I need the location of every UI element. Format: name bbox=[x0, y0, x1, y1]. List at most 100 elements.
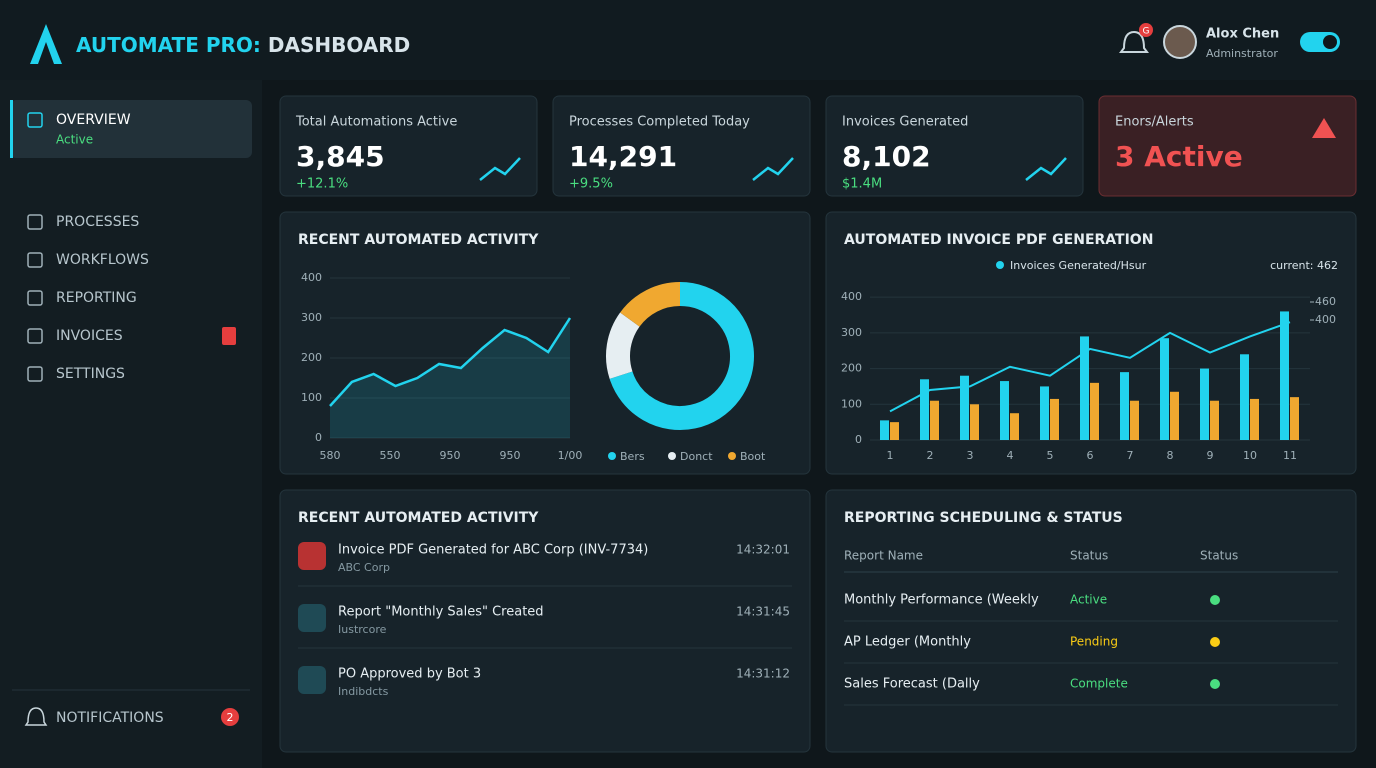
header-bar bbox=[0, 0, 1376, 80]
panel-title: AUTOMATED INVOICE PDF GENERATION bbox=[844, 232, 1153, 248]
bell-badge bbox=[1139, 23, 1153, 37]
x-tick-label: 11 bbox=[1283, 449, 1297, 462]
donut-segment bbox=[620, 282, 681, 328]
y-tick-label: 0 bbox=[315, 431, 322, 444]
panel-title: REPORTING SCHEDULING & STATUS bbox=[844, 510, 1123, 526]
report-name[interactable]: AP Ledger (Monthly bbox=[844, 635, 971, 650]
sidebar bbox=[0, 80, 262, 768]
x-tick-label: 9 bbox=[1207, 449, 1214, 462]
panel-title: RECENT AUTOMATED ACTIVITY bbox=[298, 510, 539, 526]
line bbox=[329, 317, 572, 407]
kpi-change: +9.5% bbox=[569, 177, 613, 192]
y-tick-label: 0 bbox=[855, 433, 862, 446]
legend-dot bbox=[996, 261, 1004, 269]
y-tick-label: 300 bbox=[301, 311, 322, 324]
y-tick-label: 400 bbox=[301, 271, 322, 284]
activity-icon bbox=[298, 604, 326, 632]
kpi-icon bbox=[1025, 157, 1067, 181]
status-dot bbox=[1210, 679, 1220, 689]
active-indicator bbox=[10, 100, 13, 158]
user-role: Adminstrator bbox=[1206, 47, 1278, 60]
bar bbox=[920, 379, 929, 440]
bar bbox=[1130, 400, 1139, 440]
bar bbox=[880, 420, 889, 440]
bar bbox=[1280, 311, 1289, 440]
activity-icon bbox=[298, 666, 326, 694]
bar bbox=[1250, 398, 1259, 440]
activity-sub: Indibdcts bbox=[338, 685, 389, 698]
kpi-label: Enors/Alerts bbox=[1115, 115, 1194, 130]
report-status: Pending bbox=[1070, 635, 1118, 649]
table-header: Status bbox=[1200, 549, 1238, 563]
activity-time: 14:32:01 bbox=[736, 543, 790, 557]
activity-sub: ABC Corp bbox=[338, 561, 390, 574]
y-tick-label: 100 bbox=[301, 391, 322, 404]
status-dot bbox=[1210, 637, 1220, 647]
kpi-icon bbox=[479, 157, 521, 181]
y2-tick-label: 460 bbox=[1315, 295, 1336, 308]
bar bbox=[1010, 413, 1019, 440]
legend-label: Boot bbox=[740, 450, 766, 463]
bar bbox=[1050, 398, 1059, 440]
x-tick-label: 1/00 bbox=[558, 449, 583, 462]
nav-label: SETTINGS bbox=[56, 366, 125, 382]
activity-title[interactable]: Invoice PDF Generated for ABC Corp (INV-… bbox=[338, 543, 648, 558]
avatar[interactable] bbox=[1163, 25, 1197, 59]
report-status: Complete bbox=[1070, 677, 1128, 691]
kpi-value: 14,291 bbox=[569, 140, 677, 173]
y-tick-label: 400 bbox=[841, 290, 862, 303]
alert-card bbox=[1098, 95, 1357, 197]
report-status: Active bbox=[1070, 593, 1107, 607]
line bbox=[889, 321, 1291, 413]
nav-sub: Active bbox=[56, 133, 93, 147]
nav-label[interactable]: NOTIFICATIONS bbox=[56, 710, 164, 726]
invoice-chart-panel bbox=[825, 211, 1357, 475]
bell-icon[interactable] bbox=[1119, 30, 1149, 53]
nav-label: OVERVIEW bbox=[56, 112, 131, 128]
nav-label: INVOICES bbox=[56, 328, 123, 344]
kpi-card bbox=[279, 95, 538, 197]
bar bbox=[1240, 354, 1249, 440]
report-name[interactable]: Sales Forecast (Dally bbox=[844, 677, 980, 692]
y-tick-label: 200 bbox=[841, 362, 862, 375]
notification-badge bbox=[221, 708, 239, 726]
bell-badge-text: G bbox=[1143, 27, 1150, 37]
bar bbox=[1160, 338, 1169, 440]
activity-title[interactable]: PO Approved by Bot 3 bbox=[338, 667, 481, 682]
nav-icon bbox=[27, 214, 43, 230]
y2-tick-label: 400 bbox=[1315, 313, 1336, 326]
kpi-value: 8,102 bbox=[842, 140, 931, 173]
bar bbox=[1120, 372, 1129, 440]
activity-list-panel bbox=[279, 489, 811, 753]
donut-segment bbox=[609, 282, 754, 430]
nav-item[interactable] bbox=[12, 102, 250, 158]
bar bbox=[1000, 381, 1009, 440]
table-header: Status bbox=[1070, 549, 1108, 563]
x-tick-label: 5 bbox=[1047, 449, 1054, 462]
activity-icon bbox=[298, 542, 326, 570]
current-label: current: 462 bbox=[1270, 259, 1338, 272]
bar bbox=[1040, 386, 1049, 440]
toggle-knob bbox=[1323, 35, 1337, 49]
pdf-icon bbox=[222, 327, 236, 345]
legend-dot bbox=[608, 452, 616, 460]
nav-item[interactable] bbox=[12, 356, 250, 392]
y-tick-label: 300 bbox=[841, 326, 862, 339]
activity-sub: Iustrcore bbox=[338, 623, 387, 636]
x-tick-label: 2 bbox=[927, 449, 934, 462]
report-name[interactable]: Monthly Performance (Weekly bbox=[844, 593, 1039, 608]
bar bbox=[1290, 397, 1299, 440]
bar bbox=[970, 404, 979, 440]
x-tick-label: 950 bbox=[440, 449, 461, 462]
kpi-card bbox=[552, 95, 811, 197]
donut-segment bbox=[606, 312, 640, 379]
nav-icon bbox=[27, 252, 43, 268]
activity-title[interactable]: Report "Monthly Sales" Created bbox=[338, 605, 544, 620]
nav-label: REPORTING bbox=[56, 290, 137, 306]
nav-item[interactable] bbox=[12, 318, 250, 354]
legend-label: Bers bbox=[620, 450, 645, 463]
title-accent: AUTOMATE PRO: bbox=[76, 33, 261, 57]
active-item-bg bbox=[10, 100, 252, 158]
nav-icon bbox=[27, 290, 43, 306]
